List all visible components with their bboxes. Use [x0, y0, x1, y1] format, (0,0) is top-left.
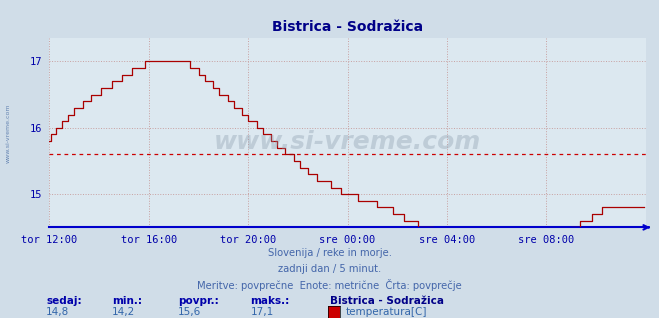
Text: www.si-vreme.com: www.si-vreme.com — [214, 130, 481, 154]
Text: zadnji dan / 5 minut.: zadnji dan / 5 minut. — [278, 264, 381, 274]
Text: Meritve: povprečne  Enote: metrične  Črta: povprečje: Meritve: povprečne Enote: metrične Črta:… — [197, 279, 462, 291]
Text: Slovenija / reke in morje.: Slovenija / reke in morje. — [268, 248, 391, 258]
Text: 14,2: 14,2 — [112, 307, 135, 317]
Text: 17,1: 17,1 — [250, 307, 273, 317]
Title: Bistrica - Sodražica: Bistrica - Sodražica — [272, 20, 423, 34]
Text: 14,8: 14,8 — [46, 307, 69, 317]
Text: 15,6: 15,6 — [178, 307, 201, 317]
Text: www.si-vreme.com: www.si-vreme.com — [5, 104, 11, 163]
Text: sedaj:: sedaj: — [46, 295, 82, 306]
Text: temperatura[C]: temperatura[C] — [346, 307, 428, 317]
Text: min.:: min.: — [112, 295, 142, 306]
Text: Bistrica - Sodražica: Bistrica - Sodražica — [330, 295, 444, 306]
Text: maks.:: maks.: — [250, 295, 290, 306]
Text: povpr.:: povpr.: — [178, 295, 219, 306]
